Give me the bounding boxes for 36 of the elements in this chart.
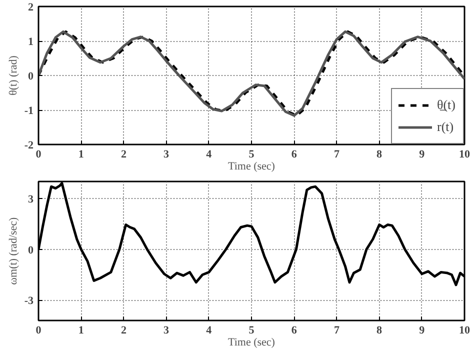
y-tick-label: -1 — [24, 105, 34, 117]
x-tick-label: 4 — [206, 148, 212, 160]
x-tick-label: 9 — [419, 324, 426, 336]
x-tick-label: 7 — [334, 148, 340, 160]
x-tick-label: 3 — [164, 148, 170, 160]
y-tick-label: 0 — [28, 244, 34, 256]
x-tick-label: 10 — [459, 148, 470, 160]
y-tick-label: -2 — [24, 140, 34, 152]
x-tick-label: 4 — [206, 324, 212, 336]
x-tick-label: 0 — [36, 148, 42, 160]
legend-label: θ̲(t) — [437, 97, 456, 113]
y-tick-label: 3 — [28, 193, 34, 206]
x-tick-label: 1 — [78, 148, 84, 160]
x-tick-label: 5 — [248, 148, 255, 160]
x-tick-label: 6 — [291, 148, 298, 160]
x-tick-label: 0 — [36, 324, 42, 336]
x-axis-title: Time (sec) — [228, 336, 276, 348]
x-tick-label: 5 — [248, 324, 255, 336]
x-tick-label: 2 — [120, 324, 127, 336]
x-tick-label: 9 — [419, 148, 426, 160]
x-tick-label: 8 — [376, 148, 383, 160]
x-tick-label: 2 — [120, 148, 127, 160]
y-axis-title: ωm(t) (rad/sec) — [7, 216, 20, 285]
x-tick-label: 3 — [164, 324, 170, 336]
y-tick-label: 1 — [28, 36, 34, 48]
x-tick-label: 1 — [78, 324, 84, 336]
y-tick-label: 0 — [28, 70, 34, 82]
x-tick-label: 10 — [459, 324, 470, 336]
x-tick-label: 8 — [376, 324, 383, 336]
x-tick-label: 6 — [291, 324, 298, 336]
legend-label: r(t) — [437, 119, 455, 135]
x-axis-title: Time (sec) — [228, 160, 276, 172]
y-tick-label: -3 — [24, 295, 34, 308]
y-tick-label: 2 — [28, 2, 34, 14]
y-axis-title: θ(t) (rad) — [7, 55, 20, 96]
x-tick-label: 7 — [334, 324, 340, 336]
